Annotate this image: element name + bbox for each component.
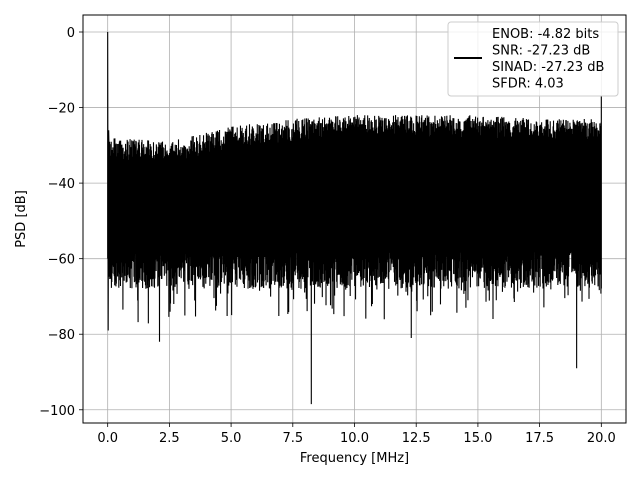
y-tick-label: −100 — [39, 404, 75, 419]
legend-text-enob: ENOB: -4.82 bits — [492, 27, 599, 42]
x-tick-label: 2.5 — [159, 431, 180, 446]
x-tick-label: 10.0 — [340, 431, 369, 446]
legend-box — [447, 21, 619, 97]
x-tick-label: 5.0 — [221, 431, 242, 446]
legend-text-sfdr: SFDR: 4.03 — [492, 77, 564, 92]
x-tick-label: 12.5 — [402, 431, 431, 446]
x-axis: 0.0 2.5 5.0 7.5 10.0 12.5 15.0 17.5 20.0 — [97, 423, 616, 446]
y-tick-label: −40 — [48, 177, 75, 192]
y-axis-label: PSD [dB] — [14, 190, 29, 248]
y-tick-label: 0 — [67, 26, 75, 41]
psd-series-line — [107, 31, 602, 405]
y-tick-label: −60 — [48, 253, 75, 268]
x-tick-label: 7.5 — [282, 431, 303, 446]
y-axis: 0 −20 −40 −60 −80 −100 — [39, 26, 83, 419]
y-tick-label: −20 — [48, 102, 75, 117]
x-tick-label: 0.0 — [97, 431, 118, 446]
x-axis-label: Frequency [MHz] — [300, 451, 409, 466]
x-tick-label: 15.0 — [463, 431, 492, 446]
y-tick-label: −80 — [48, 328, 75, 343]
plot-area — [107, 31, 602, 405]
legend-text-sinad: SINAD: -27.23 dB — [492, 60, 604, 75]
x-tick-label: 20.0 — [587, 431, 616, 446]
legend-text-snr: SNR: -27.23 dB — [492, 44, 590, 59]
legend: ENOB: -4.82 bits SNR: -27.23 dB SINAD: -… — [447, 21, 619, 97]
x-tick-label: 17.5 — [525, 431, 554, 446]
